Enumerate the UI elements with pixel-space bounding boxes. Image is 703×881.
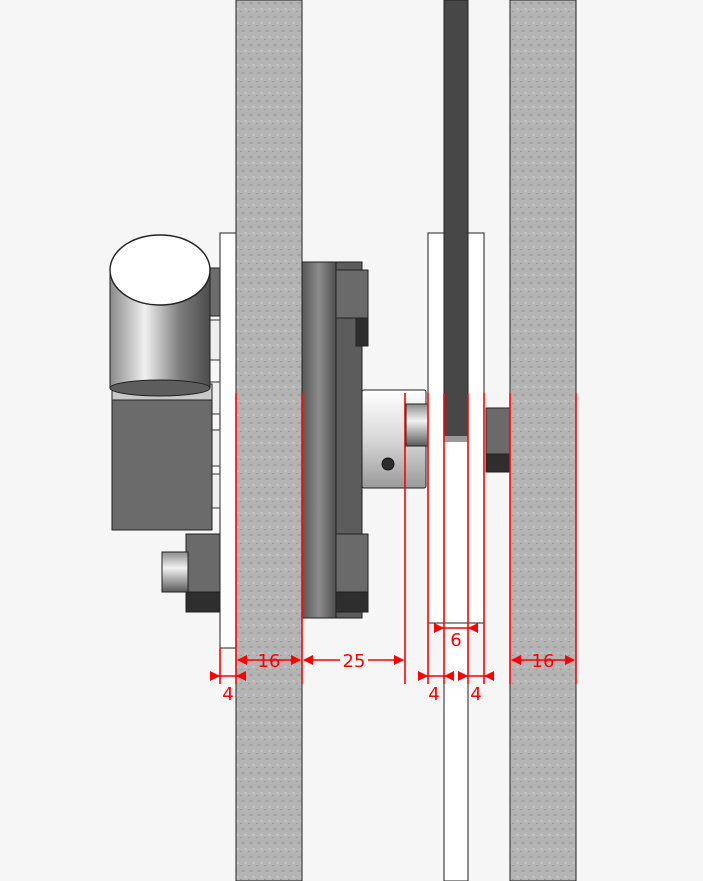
pulley-flange-right: [467, 232, 485, 624]
dimension-labels: 16 25 4 4 4 6 16: [222, 630, 554, 705]
label-16-right: 16: [532, 651, 555, 672]
arrowheads: [210, 623, 575, 681]
label-4-right: 4: [470, 684, 481, 705]
belt-strip: [443, 622, 469, 881]
motor-body: [111, 391, 213, 531]
mount-plate: [219, 232, 237, 649]
motor-cylinder: [109, 234, 211, 397]
label-6: 6: [450, 630, 461, 651]
lower-bolt: [161, 533, 221, 613]
belt: [443, 0, 469, 441]
label-4-plate: 4: [222, 684, 233, 705]
label-4-left: 4: [428, 684, 439, 705]
pulley-core: [443, 439, 469, 624]
set-screw: [381, 457, 395, 471]
gear-disc: [301, 261, 337, 619]
pulley-assembly: [427, 0, 511, 881]
shaft: [405, 403, 429, 447]
label-25: 25: [343, 651, 366, 672]
pulley-flange-left: [427, 232, 445, 624]
dimension-layer: [212, 393, 577, 684]
motor-assembly: [109, 232, 237, 649]
label-16-left: 16: [258, 651, 281, 672]
gear-clamp-top: [335, 269, 369, 319]
board-right: [509, 0, 577, 881]
gear-clamp-bottom: [335, 533, 369, 593]
board-left: [235, 0, 303, 881]
gear-assembly: [301, 261, 429, 619]
